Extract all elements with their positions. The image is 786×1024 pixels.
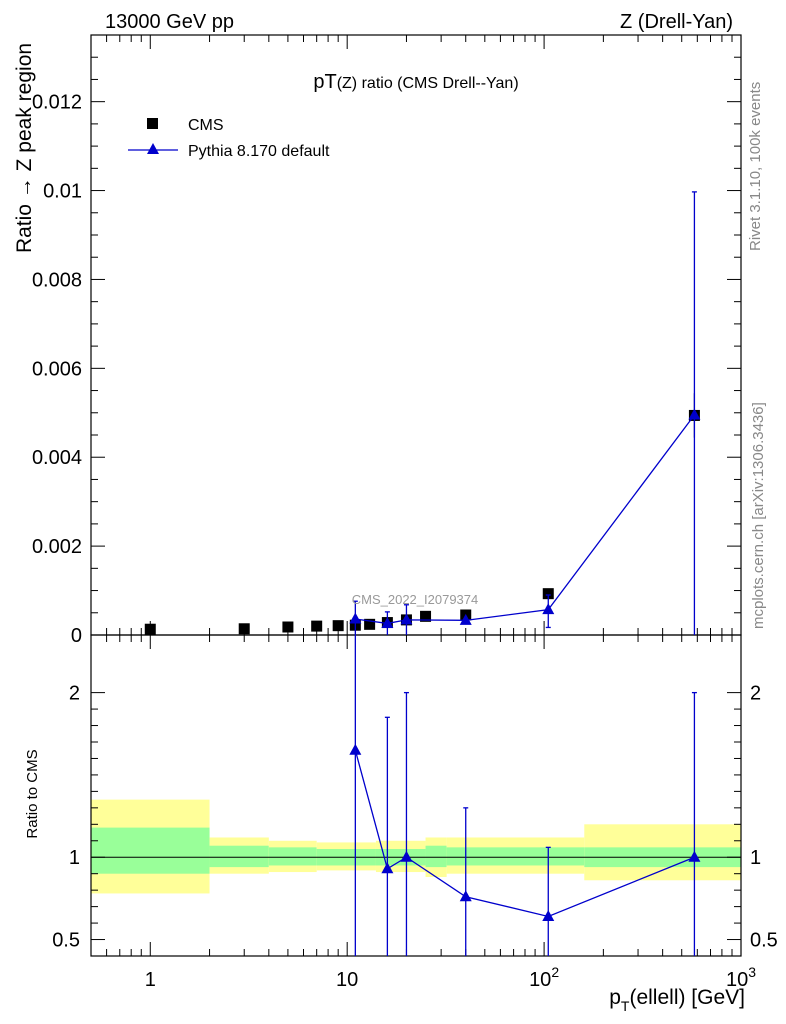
pythia-ratio-point-0 (349, 743, 362, 755)
cms-point-1 (238, 623, 250, 635)
pythia-ratio-point-3 (459, 890, 472, 902)
pythia-ratio-point-2 (400, 850, 413, 862)
pythia-ratio-point-4 (542, 909, 555, 921)
x-tick-label-base-1: 10 (336, 969, 358, 991)
chart-title-paren: (Z) (337, 75, 357, 92)
header-beam-label: 13000 GeV pp (105, 11, 234, 33)
x-axis-label-sub: T (621, 998, 630, 1014)
ratio-ytick-label-left-1: 1 (69, 847, 80, 869)
x-tick-label-base-0: 1 (145, 969, 156, 991)
ratio-data-marks (349, 635, 701, 956)
analysis-watermark: CMS_2022_I2079374 (352, 592, 479, 607)
ratio-ytick-label-left-2: 2 (69, 683, 80, 705)
main-ytick-label-2: 0.004 (32, 447, 82, 469)
cms-point-9 (420, 610, 432, 622)
x-tick-label-sup-3: 3 (748, 964, 756, 980)
main-ytick-label-6: 0.012 (32, 92, 82, 114)
pythia-line (355, 414, 695, 625)
x-tick-label-2: 102 (529, 964, 559, 991)
main-ytick-label-1: 0.002 (32, 536, 82, 558)
pythia-point-4 (542, 603, 555, 615)
legend-pythia-label: Pythia 8.170 default (188, 143, 330, 160)
x-axis-label: pT(ellell) [GeV] (609, 986, 745, 1014)
ratio-ytick-label-right-0: 0.5 (750, 930, 778, 952)
cms-point-6 (364, 618, 376, 630)
legend-pythia-marker (147, 143, 159, 154)
x-tick-label-sup-2: 2 (551, 964, 559, 980)
pythia-ratio-point-5 (688, 850, 701, 862)
pythia-point-0 (349, 612, 362, 624)
ratio-ytick-label-left-0: 0.5 (52, 930, 80, 952)
chart-title-main: pT (313, 71, 336, 93)
band-inner-2 (268, 847, 317, 866)
rivet-version-label: Rivet 3.1.10, 100k events (747, 82, 764, 251)
main-ytick-label-4: 0.008 (32, 269, 82, 291)
chart-title-rest: ratio (CMS Drell--Yan) (357, 75, 519, 92)
legend: CMS Pythia 8.170 default (128, 117, 330, 160)
ratio-ytick-label-right-2: 2 (750, 683, 761, 705)
band-inner-0 (91, 827, 210, 874)
ratio-uncertainty-bands (91, 799, 741, 894)
pythia-ratio-point-1 (381, 862, 394, 874)
x-axis-label-rest: (ellell) [GeV] (629, 986, 745, 1009)
x-tick-label-base-2: 10 (529, 969, 551, 991)
x-axis-label-p: p (609, 986, 621, 1009)
pythia-ratio-line (354, 750, 695, 918)
cms-point-2 (282, 621, 294, 633)
band-inner-5 (425, 845, 447, 868)
axis-ticks: 1 10 102 10300.0020.0040.0060.0080.010.0120… (32, 34, 778, 991)
main-ytick-label-3: 0.006 (32, 358, 82, 380)
pythia-point-3 (459, 613, 472, 625)
header-process-label: Z (Drell-Yan) (620, 11, 733, 33)
main-ytick-label-0: 0 (71, 625, 82, 647)
source-label: mcplots.cern.ch [arXiv:1306.3436] (750, 402, 767, 629)
main-data-marks (144, 191, 701, 635)
band-inner-6 (446, 847, 585, 866)
ratio-y-axis-label: Ratio to CMS (24, 749, 41, 838)
chart-title: pT(Z) ratio (CMS Drell--Yan) (313, 71, 518, 93)
pythia-point-5 (688, 408, 701, 420)
band-inner-1 (209, 845, 269, 868)
x-tick-label-3: 103 (726, 964, 756, 991)
x-tick-label-1: 10 (336, 969, 358, 991)
cms-point-0 (144, 623, 156, 635)
ratio-plot-frame (90, 634, 742, 957)
cms-point-3 (311, 620, 323, 632)
ratio-ytick-label-right-1: 1 (750, 847, 761, 869)
main-y-axis-label: Ratio → Z peak region (13, 43, 36, 253)
main-ytick-label-5: 0.01 (43, 181, 82, 203)
pythia-point-1 (381, 616, 394, 628)
legend-cms-marker (147, 118, 158, 129)
legend-cms-label: CMS (188, 117, 224, 134)
x-tick-label-0: 1 (145, 969, 156, 991)
cms-point-4 (332, 620, 344, 632)
pythia-point-2 (400, 613, 413, 625)
cms-point-11 (542, 588, 554, 600)
x-tick-label-base-3: 10 (726, 969, 748, 991)
